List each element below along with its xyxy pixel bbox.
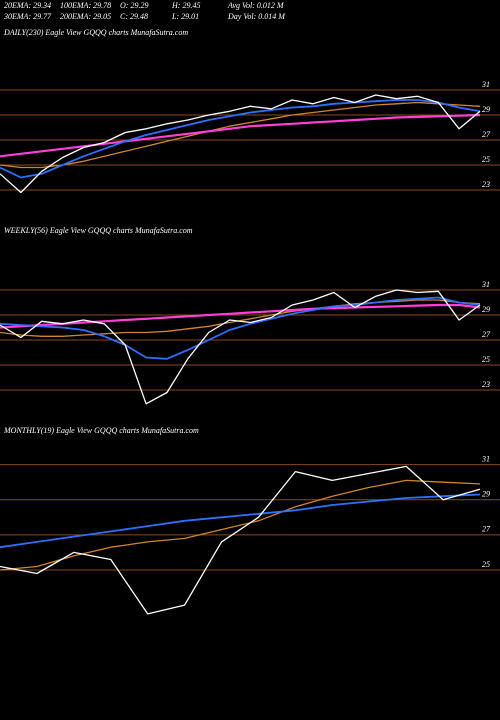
y-tick-label: 29: [482, 305, 490, 314]
header-stat: 100EMA: 29.78: [60, 1, 111, 10]
series-line: [0, 493, 481, 549]
panel-title: WEEKLY(56) Eagle View GQQQ charts Munafa…: [4, 226, 193, 235]
y-tick-label: 29: [482, 490, 490, 499]
header-stat: 200EMA: 29.05: [60, 12, 111, 21]
y-tick-label: 25: [482, 560, 490, 569]
y-tick-label: 27: [482, 130, 491, 139]
header-stat: C: 29.48: [120, 12, 148, 21]
header-stat: 20EMA: 29.34: [4, 1, 51, 10]
series-line: [0, 296, 481, 360]
series-line: [0, 289, 481, 405]
header-stat: 30EMA: 29.77: [3, 12, 52, 21]
y-tick-label: 23: [482, 380, 490, 389]
y-tick-label: 25: [482, 355, 490, 364]
y-tick-label: 23: [482, 180, 490, 189]
y-tick-label: 29: [482, 105, 490, 114]
y-tick-label: 31: [481, 454, 490, 463]
series-line: [0, 113, 481, 158]
header-stat: Day Vol: 0.014 M: [227, 12, 286, 21]
header-stat: Avg Vol: 0.012 M: [227, 1, 285, 10]
series-line: [0, 94, 481, 194]
series-line: [0, 99, 481, 179]
panel-title: MONTHLY(19) Eagle View GQQQ charts Munaf…: [3, 426, 199, 435]
header-stat: L: 29.01: [171, 12, 199, 21]
y-tick-label: 25: [482, 155, 490, 164]
panel-title: DAILY(230) Eagle View GQQQ charts Munafa…: [3, 28, 188, 37]
series-line: [0, 479, 481, 571]
y-tick-label: 31: [481, 80, 490, 89]
header-stat: O: 29.29: [120, 1, 148, 10]
series-line: [0, 101, 481, 169]
y-tick-label: 31: [481, 280, 490, 289]
y-tick-label: 27: [482, 525, 491, 534]
header-stat: H: 29.45: [171, 1, 200, 10]
y-tick-label: 27: [482, 330, 491, 339]
series-line: [0, 303, 481, 329]
series-line: [0, 465, 481, 615]
